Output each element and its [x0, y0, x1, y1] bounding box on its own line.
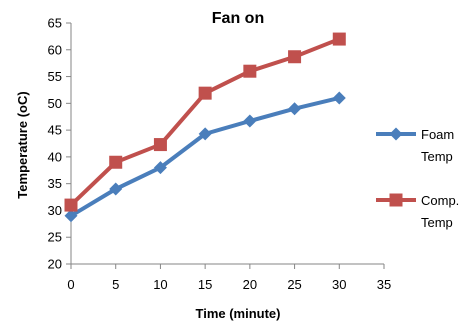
legend-label: Temp: [421, 149, 453, 164]
x-tick-label: 20: [243, 277, 257, 292]
data-point-foam-temp: [64, 209, 78, 223]
data-point-comp-temp: [332, 32, 346, 46]
data-point-foam-temp: [153, 161, 167, 175]
plot-area: [64, 32, 346, 223]
series-foam-temp: [64, 91, 346, 223]
y-tick-label: 60: [48, 42, 62, 57]
y-tick-label: 40: [48, 149, 62, 164]
axes: 20 25 30 35 40 45 50 55 60 65 0 5 10 15 20 25 30 35: [48, 16, 392, 293]
data-point-comp-temp: [288, 50, 302, 64]
y-tick-label: 65: [48, 16, 62, 31]
y-tick-label: 45: [48, 123, 62, 138]
x-tick-label: 0: [67, 277, 74, 292]
legend-entry-comp-temp: Comp. Temp: [376, 193, 459, 230]
series-line-comp-temp: [69, 37, 341, 207]
y-tick-label: 20: [48, 257, 62, 272]
data-point-foam-temp: [288, 102, 302, 116]
x-tick-label: 15: [198, 277, 212, 292]
x-tick-label: 35: [377, 277, 391, 292]
y-axis-label: Temperature (oC): [15, 91, 30, 198]
series-comp-temp: [64, 32, 346, 212]
data-point-comp-temp: [243, 64, 257, 78]
y-tick-label: 30: [48, 203, 62, 218]
data-point-foam-temp: [332, 91, 346, 105]
x-axis-label: Time (minute): [196, 306, 281, 321]
data-point-comp-temp: [109, 155, 123, 169]
x-tick-label: 10: [153, 277, 167, 292]
y-tick-label: 25: [48, 230, 62, 245]
legend-marker-comp-temp: [389, 193, 403, 207]
legend-label: Temp: [421, 215, 453, 230]
legend-marker-foam-temp: [389, 127, 403, 141]
x-tick-label: 25: [287, 277, 301, 292]
legend: Foam Temp Comp. Temp: [376, 127, 459, 230]
chart-title: Fan on: [212, 10, 264, 27]
x-tick-label: 30: [332, 277, 346, 292]
legend-entry-foam-temp: Foam Temp: [376, 127, 454, 164]
y-tick-label: 50: [48, 96, 62, 111]
x-tick-label: 5: [112, 277, 119, 292]
legend-label: Comp.: [421, 193, 459, 208]
data-point-comp-temp: [64, 198, 78, 212]
data-point-foam-temp: [109, 182, 123, 196]
y-tick-label: 55: [48, 69, 62, 84]
data-point-comp-temp: [198, 86, 212, 100]
y-tick-label: 35: [48, 176, 62, 191]
legend-label: Foam: [421, 127, 454, 142]
data-point-foam-temp: [198, 127, 212, 141]
data-point-comp-temp: [153, 138, 167, 152]
data-point-foam-temp: [243, 114, 257, 128]
